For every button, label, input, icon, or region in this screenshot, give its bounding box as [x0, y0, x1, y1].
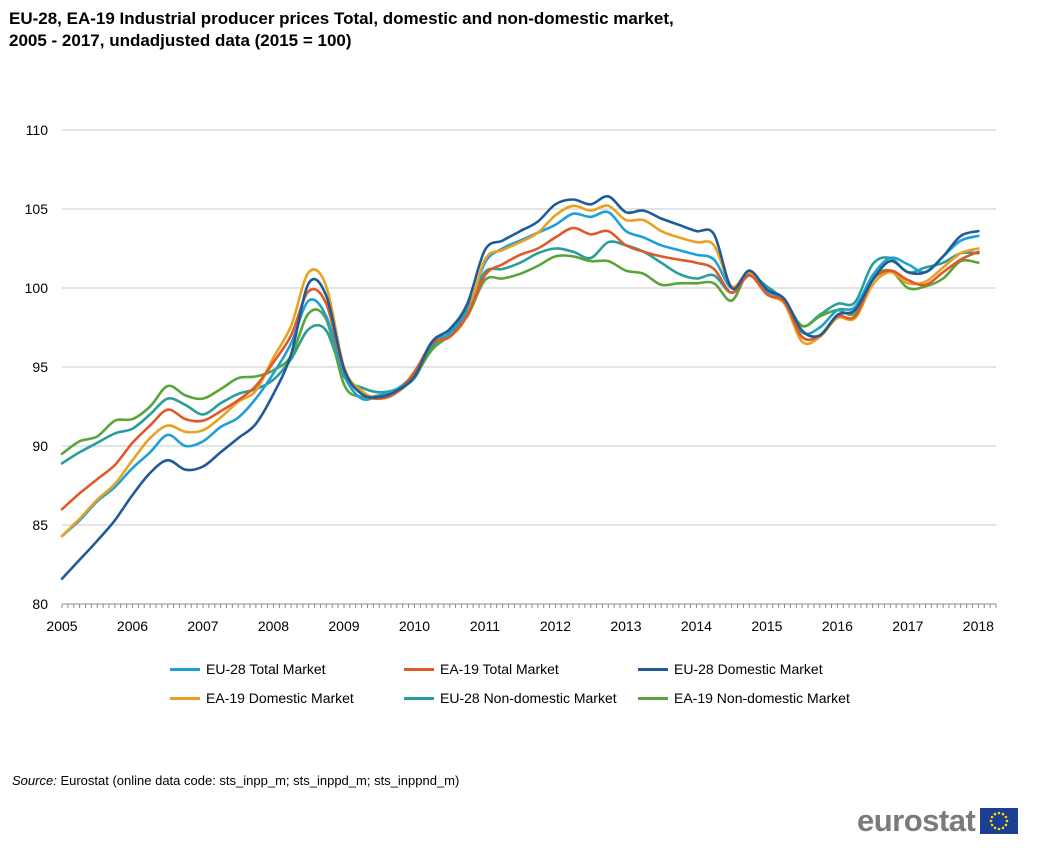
chart-title: EU-28, EA-19 Industrial producer prices … — [9, 8, 1029, 52]
legend-label: EU-28 Total Market — [206, 661, 326, 677]
legend-swatch — [170, 667, 200, 671]
x-tick-label: 2016 — [822, 618, 853, 634]
x-tick-label: 2008 — [258, 618, 289, 634]
x-tick-label: 2005 — [46, 618, 77, 634]
y-tick-label: 80 — [32, 596, 48, 612]
y-tick-label: 105 — [25, 201, 49, 217]
series-line-ea-19-non-domestic-market — [60, 254, 980, 456]
flag-star — [994, 826, 997, 830]
flag-star — [994, 812, 997, 816]
flag-star — [998, 827, 1001, 831]
x-tick-label: 2017 — [892, 618, 923, 634]
y-tick-label: 95 — [32, 359, 48, 375]
flag-star — [1002, 826, 1005, 830]
legend-item: EA-19 Total Market — [404, 661, 559, 677]
flag-star — [1006, 819, 1009, 823]
chart-title-line-2: 2005 - 2017, undadjusted data (2015 = 10… — [9, 31, 352, 50]
series-line-eu-28-domestic-market — [60, 195, 980, 580]
legend-label: EA-19 Non-domestic Market — [674, 690, 850, 706]
source-label: Source: — [12, 773, 57, 788]
legend-item: EU-28 Total Market — [170, 661, 326, 677]
x-tick-label: 2009 — [328, 618, 359, 634]
legend-item: EU-28 Domestic Market — [638, 661, 823, 677]
y-tick-label: 110 — [26, 122, 49, 138]
legend-item: EU-28 Non-domestic Market — [404, 690, 617, 706]
flag-star — [991, 815, 994, 819]
flag-star — [1004, 823, 1008, 827]
chart-title-line-1: EU-28, EA-19 Industrial producer prices … — [9, 9, 674, 28]
legend-label: EU-28 Domestic Market — [674, 661, 823, 677]
legend-label: EA-19 Total Market — [440, 661, 559, 677]
flag-star — [998, 811, 1001, 815]
y-axis-tick-labels: 80 85 90 95 100 105 110 — [25, 122, 49, 612]
y-tick-label: 90 — [32, 438, 48, 454]
legend-item: EA-19 Domestic Market — [170, 690, 354, 706]
flag-star — [1002, 812, 1005, 816]
legend-swatch — [170, 696, 200, 700]
flag-star — [991, 823, 994, 827]
x-tick-label: 2011 — [470, 618, 500, 634]
flag-star — [990, 819, 993, 823]
x-tick-label: 2018 — [963, 618, 994, 634]
x-tick-label: 2012 — [540, 618, 571, 634]
legend-swatch — [638, 667, 668, 671]
source-note: Source: Eurostat (online data code: sts_… — [12, 773, 459, 788]
y-tick-label: 85 — [32, 517, 48, 533]
series-line-eu-28-non-domestic-market — [60, 240, 980, 465]
legend-item: EA-19 Non-domestic Market — [638, 690, 850, 706]
flag-star — [1004, 815, 1008, 819]
eurostat-logo-text: eurostat — [857, 803, 976, 838]
legend-swatch — [404, 667, 434, 671]
x-tick-label: 2015 — [751, 618, 782, 634]
x-tick-label: 2014 — [681, 618, 712, 634]
chart-series-lines — [60, 195, 980, 580]
legend-swatch — [404, 696, 434, 700]
chart-gridlines — [62, 129, 996, 526]
x-tick-label: 2007 — [187, 618, 218, 634]
x-tick-label: 2010 — [399, 618, 430, 634]
eu-flag-icon — [980, 808, 1019, 834]
legend-swatch — [638, 696, 668, 700]
x-axis: 2005 2006 2007 2008 2009 2010 2011 2012 2013 2014… — [46, 603, 997, 634]
x-tick-label: 2006 — [117, 618, 148, 634]
series-line-eu-28-total-market — [60, 210, 980, 538]
x-tick-label: 2013 — [610, 618, 641, 634]
eurostat-logo: eurostat — [857, 803, 1019, 838]
legend-label: EU-28 Non-domestic Market — [440, 690, 617, 706]
y-tick-label: 100 — [25, 280, 49, 296]
source-text: Eurostat (online data code: sts_inpp_m; … — [60, 773, 460, 788]
legend-label: EA-19 Domestic Market — [206, 690, 354, 706]
